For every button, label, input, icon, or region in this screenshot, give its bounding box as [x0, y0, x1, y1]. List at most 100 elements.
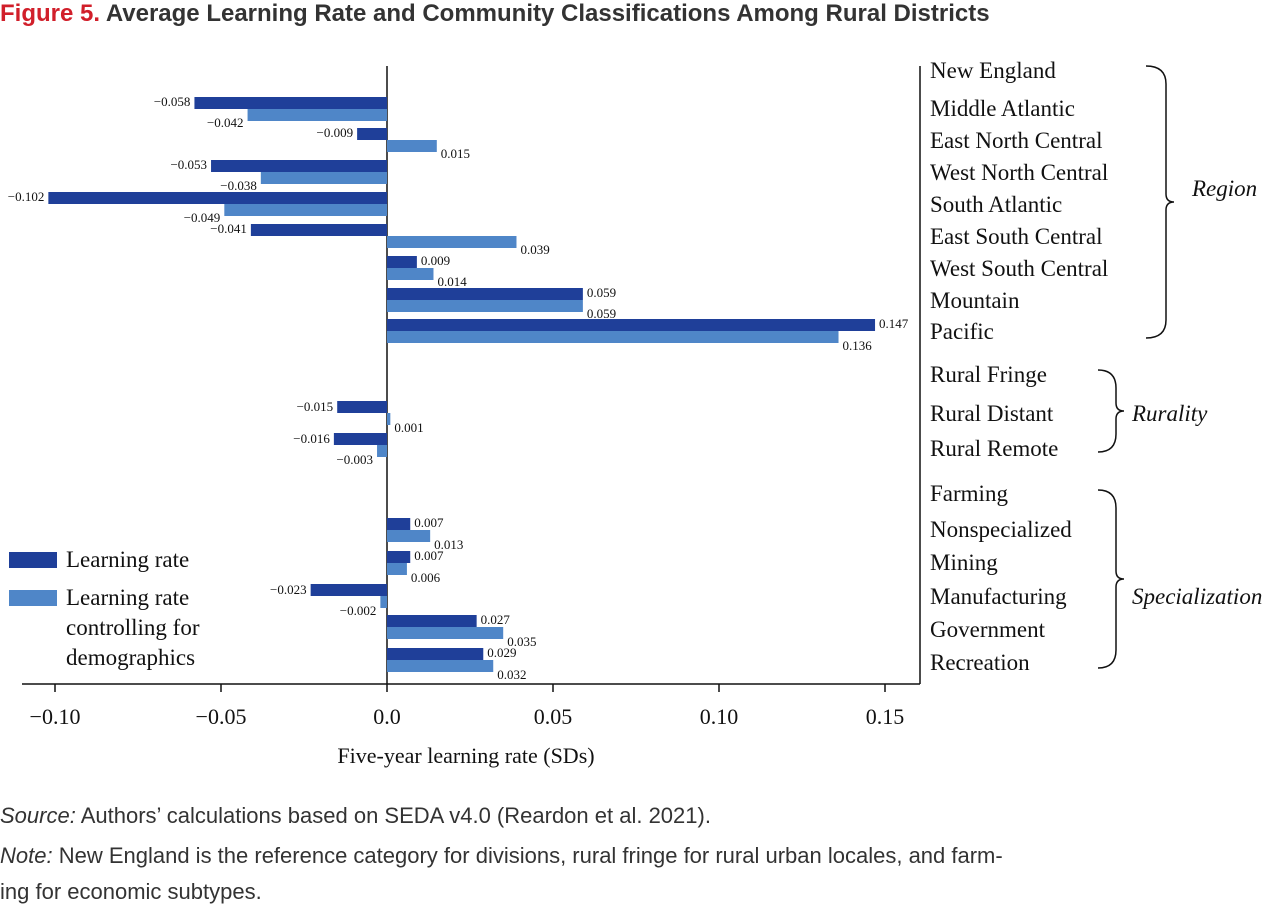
data-label: 0.007 — [414, 515, 444, 530]
data-label: 0.027 — [481, 612, 511, 627]
learning-rate-bar — [194, 97, 387, 109]
learning-rate-bar — [310, 584, 387, 596]
data-label: 0.147 — [879, 316, 909, 331]
controlled-bar — [247, 109, 387, 121]
data-label: −0.015 — [297, 399, 334, 414]
category-label-rural-distant: Rural Distant — [930, 401, 1054, 426]
controlled-bar — [387, 660, 494, 672]
note-line-1: Note: New England is the reference categ… — [0, 838, 1003, 874]
figure-title: Figure 5. Average Learning Rate and Comm… — [0, 0, 990, 28]
data-label: −0.053 — [170, 157, 207, 172]
data-label: −0.042 — [207, 115, 244, 130]
controlled-bar — [387, 530, 431, 542]
legend-swatch-learning-rate — [9, 552, 57, 568]
note-text-2: ing for economic subtypes. — [0, 879, 262, 904]
controlled-bar — [387, 563, 407, 575]
category-label-pacific: Pacific — [930, 319, 994, 344]
specialization-brace — [1097, 489, 1125, 669]
category-label-west-south-central: West South Central — [930, 256, 1108, 281]
category-label-south-atlantic: South Atlantic — [930, 192, 1062, 217]
legend-label-learning-rate: Learning rate — [66, 547, 189, 572]
region-brace — [1145, 65, 1175, 339]
category-label-recreation: Recreation — [930, 650, 1030, 675]
learning-rate-bar — [48, 192, 388, 204]
data-label: −0.038 — [220, 178, 257, 193]
data-label: 0.014 — [437, 274, 467, 289]
learning-rate-bar — [387, 256, 417, 268]
data-label: −0.058 — [154, 94, 191, 109]
data-label: 0.009 — [421, 253, 450, 268]
data-label: 0.015 — [441, 146, 470, 161]
learning-rate-bar — [357, 128, 387, 140]
learning-rate-bar — [337, 401, 387, 413]
legend-label-controlled-line: demographics — [66, 645, 195, 670]
learning-rate-bar — [211, 160, 387, 172]
data-label: 0.136 — [843, 338, 873, 353]
data-label: −0.009 — [317, 125, 354, 140]
data-label: −0.003 — [336, 452, 373, 467]
data-label: −0.002 — [340, 603, 377, 618]
learning-rate-bar — [387, 518, 411, 530]
category-label-government: Government — [930, 617, 1046, 642]
category-label-east-north-central: East North Central — [930, 128, 1102, 153]
group-label-rurality: Rurality — [1131, 401, 1208, 426]
learning-rate-bar-chart: −0.10 −0.05 0.0 0.05 0.10 0.15 Five-year learn… — [8, 58, 1263, 768]
data-label: −0.016 — [293, 431, 330, 446]
figure-label: Figure 5. — [0, 0, 101, 27]
x-tick-label: 0.05 — [534, 704, 573, 729]
category-label-mountain: Mountain — [930, 288, 1020, 313]
x-tick-label: −0.10 — [30, 704, 81, 729]
data-label: 0.032 — [497, 667, 526, 682]
data-label: 0.001 — [394, 420, 423, 435]
controlled-bar — [377, 445, 387, 457]
group-label-specialization: Specialization — [1132, 584, 1262, 609]
group-label-region: Region — [1191, 176, 1257, 201]
learning-rate-bar — [387, 551, 411, 563]
category-label-west-north-central: West North Central — [930, 160, 1108, 185]
category-label-nonspecialized: Nonspecialized — [930, 517, 1072, 542]
controlled-bar — [387, 331, 839, 343]
source-text: Authors’ calculations based on SEDA v4.0… — [75, 803, 711, 828]
data-label: −0.023 — [270, 582, 307, 597]
learning-rate-bar — [333, 433, 387, 445]
source-label: Source: — [0, 803, 76, 828]
learning-rate-bar — [250, 224, 387, 236]
x-axis-title: Five-year learning rate (SDs) — [337, 743, 594, 768]
controlled-bar — [260, 172, 387, 184]
data-label: 0.039 — [520, 242, 549, 257]
learning-rate-bar — [387, 288, 583, 300]
category-label-mining: Mining — [930, 550, 998, 575]
controlled-bar — [387, 300, 583, 312]
data-label: −0.041 — [210, 221, 247, 236]
note-text-1: New England is the reference category fo… — [52, 843, 1003, 868]
x-tick-label: 0.0 — [373, 704, 401, 729]
category-label-new-england: New England — [930, 58, 1056, 83]
controlled-bar — [387, 413, 391, 425]
data-label: −0.102 — [8, 189, 45, 204]
category-label-middle-atlantic: Middle Atlantic — [930, 96, 1075, 121]
category-label-rural-remote: Rural Remote — [930, 436, 1058, 461]
data-label: 0.007 — [414, 548, 444, 563]
legend-swatch-controlled — [9, 590, 57, 606]
legend-label-controlled-line: Learning rate — [66, 585, 189, 610]
controlled-bar — [380, 596, 387, 608]
data-label: 0.029 — [487, 645, 516, 660]
controlled-bar — [387, 627, 504, 639]
data-label: 0.035 — [507, 634, 536, 649]
learning-rate-bar — [387, 648, 484, 660]
note-line-2: ing for economic subtypes. — [0, 874, 262, 910]
x-tick-label: 0.15 — [866, 704, 905, 729]
category-label-farming: Farming — [930, 481, 1008, 506]
controlled-bar — [387, 236, 517, 248]
data-label: −0.049 — [184, 210, 221, 225]
category-label-manufacturing: Manufacturing — [930, 584, 1067, 609]
controlled-bar — [224, 204, 387, 216]
learning-rate-bar — [387, 615, 477, 627]
x-tick-label: −0.05 — [196, 704, 247, 729]
data-label: 0.059 — [587, 306, 616, 321]
controlled-bar — [387, 268, 434, 280]
data-label: 0.006 — [411, 570, 441, 585]
learning-rate-bar — [387, 319, 876, 331]
category-label-east-south-central: East South Central — [930, 224, 1102, 249]
x-tick-label: 0.10 — [700, 704, 739, 729]
